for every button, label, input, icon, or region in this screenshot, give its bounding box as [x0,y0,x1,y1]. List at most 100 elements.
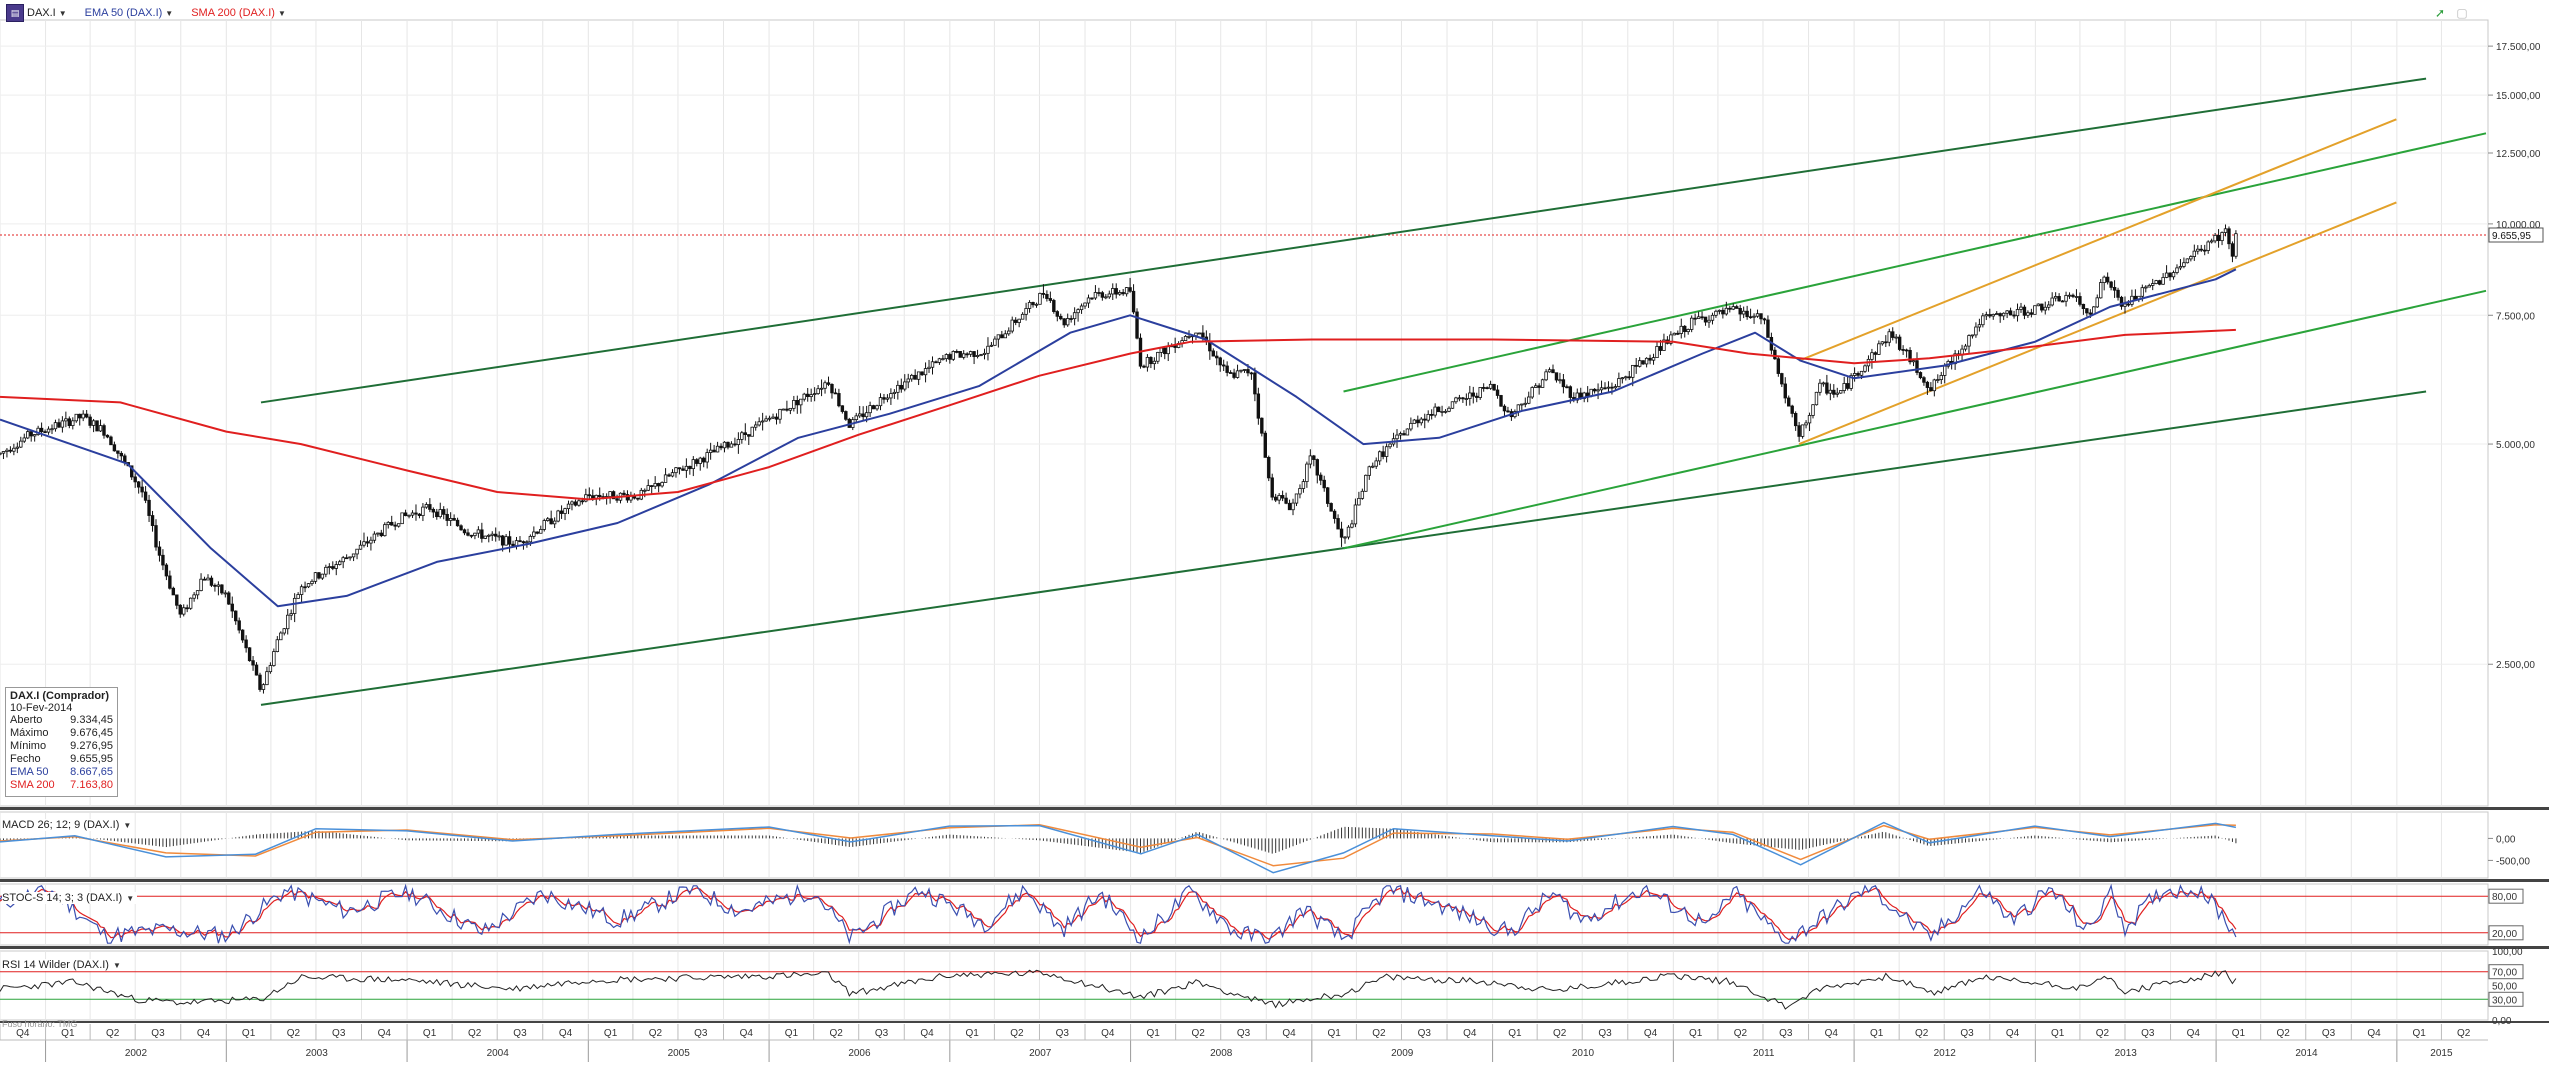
candle-body [1637,360,1642,367]
candle-body [1062,318,1066,326]
rsi-y-tick-label: 0,00 [2492,1016,2512,1027]
candle-body [1523,402,1527,405]
drawing-tool-icon[interactable]: ➚ [2434,6,2446,20]
candle-body [32,434,37,437]
candle-body [1384,446,1389,457]
quarter-label: Q1 [1870,1028,1884,1039]
macd-pane-label[interactable]: MACD 26; 12; 9 (DAX.I) ▼ [2,819,135,831]
chart-window-controls: ➚ ▢ [2433,6,2469,20]
candle-body [1759,313,1763,320]
candle-body [292,597,297,614]
candle-body [1974,326,1978,336]
candle-body [1502,405,1507,412]
candle-body [2050,297,2054,306]
candle-body [1346,526,1351,538]
candle-body [955,351,959,353]
candle-body [1762,318,1767,321]
candle-body [2234,233,2238,257]
candle-body [1676,332,1680,335]
candle-body [247,647,252,662]
candle-body [1398,433,1403,436]
year-label: 2009 [1391,1048,1414,1059]
candle-body [542,520,546,530]
candle-body [1020,313,1025,320]
quarter-label: Q2 [649,1028,663,1039]
quarter-label: Q4 [2367,1028,2381,1039]
candle-body [1350,523,1354,528]
candle-body [2071,294,2075,297]
candle-body [355,548,359,555]
candle-body [1735,306,1739,309]
candle-body [1263,432,1267,458]
sma-indicator-selector[interactable]: SMA 200 (DAX.I) ▼ [185,7,292,19]
panel-toggle-icon[interactable]: ▢ [2456,6,2468,20]
candle-body [972,351,976,357]
candle-body [1995,313,1999,315]
candle-body [1648,357,1652,361]
candle-body [1416,419,1420,424]
macd-y-tick-label: -500,00 [2496,856,2530,867]
trendline [1343,132,2487,393]
candle-body [188,597,193,609]
candle-body [646,485,650,491]
year-label: 2007 [1029,1048,1052,1059]
candle-body [1097,292,1101,294]
candle-body [1059,315,1063,320]
candle-body [1034,303,1039,306]
candle-body [916,371,921,380]
candle-body [5,449,9,452]
candle-body [774,416,779,420]
candle-body [1845,383,1850,389]
candle-body [2095,297,2099,308]
candle-body [2008,310,2013,316]
stoch-pane-label[interactable]: STOC-S 14; 3; 3 (DAX.I) ▼ [2,892,138,904]
quarter-label: Q2 [1734,1028,1748,1039]
candle-body [1447,407,1451,412]
candle-body [1998,313,2002,317]
ema-indicator-selector[interactable]: EMA 50 (DAX.I) ▼ [79,7,180,19]
candle-body [868,405,872,414]
candle-body [705,452,709,463]
candle-body [57,422,61,428]
candle-body [254,664,259,676]
candle-body [2112,286,2117,291]
candle-body [511,543,515,547]
quarter-label: Q3 [875,1028,889,1039]
candle-body [958,351,962,358]
candle-body [1884,341,1888,344]
candle-body [1696,316,1701,320]
candle-body [2057,296,2061,302]
candle-body [1332,510,1337,519]
candle-body [341,557,345,563]
candle-body [1211,350,1215,357]
candle-body [1908,349,1912,363]
candle-body [67,418,72,426]
quarter-label: Q4 [197,1028,211,1039]
candle-body [19,440,23,448]
candle-body [1277,495,1281,501]
candle-body [1339,528,1344,538]
info-title: DAX.I (Comprador) [10,690,109,702]
candle-body [934,361,938,364]
candle-body [1343,536,1347,539]
candle-body [1752,315,1756,318]
candle-body [435,511,439,518]
candle-body [802,393,806,400]
rsi-pane-label[interactable]: RSI 14 Wilder (DAX.I) ▼ [2,959,124,971]
candle-body [396,523,401,527]
candle-body [563,508,567,514]
symbol-selector[interactable]: ▤ DAX.I ▼ [0,4,73,22]
quarter-label: Q3 [694,1028,708,1039]
quarter-label: Q1 [965,1028,979,1039]
candle-body [1658,346,1663,351]
candle-body [2154,280,2158,284]
candle-body [2230,243,2235,257]
candle-body [1842,383,1846,391]
candle-body [993,338,997,346]
candle-body [1041,292,1046,295]
candle-body [1298,488,1302,495]
candle-body [833,392,838,395]
candle-body [702,457,706,463]
candle-body [1221,364,1226,367]
